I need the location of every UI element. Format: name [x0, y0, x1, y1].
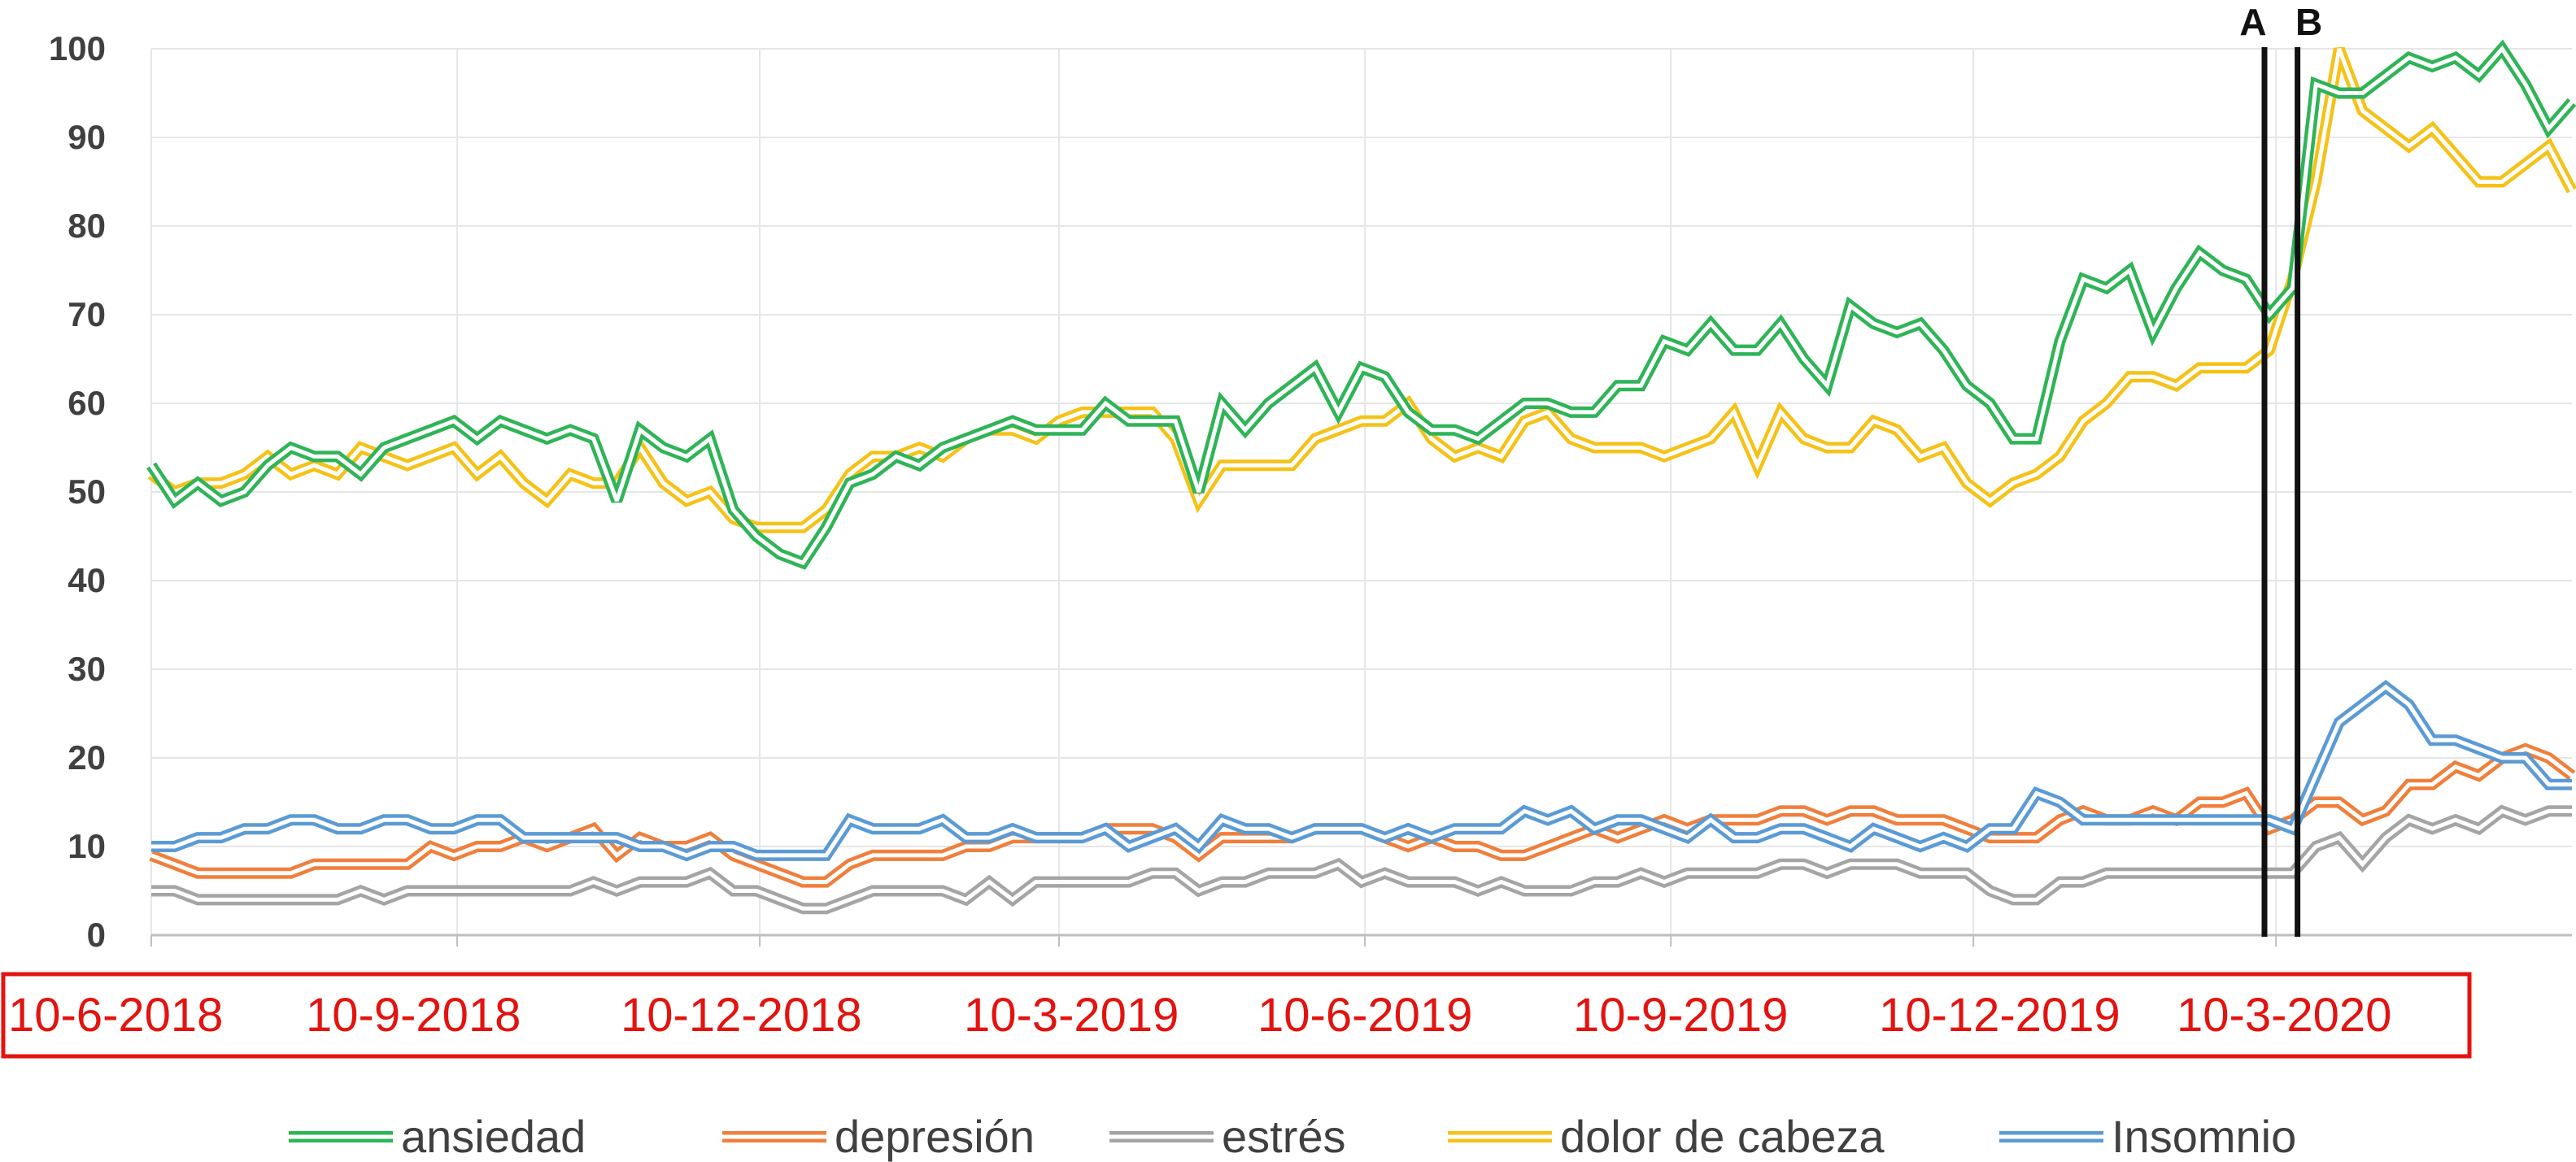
series-line-outer	[146, 39, 2576, 570]
legend-label: depresión	[835, 1111, 1035, 1162]
date-label: 10-3-2019	[964, 989, 1179, 1042]
legend-label: Insomnio	[2112, 1111, 2296, 1162]
legend-item-estrés: estrés	[1109, 1111, 1346, 1162]
y-tick-label: 90	[68, 118, 106, 156]
y-tick-label: 100	[49, 29, 106, 67]
legend-item-insomnio: Insomnio	[1999, 1111, 2296, 1162]
y-tick-label: 10	[68, 827, 106, 865]
y-axis: 0 10 20 30 40 50 60 70 80 90 100	[49, 29, 106, 954]
y-tick-label: 70	[68, 295, 106, 333]
series-line-inner	[151, 808, 2572, 911]
legend-item-ansiedad: ansiedad	[289, 1111, 586, 1162]
legend-item-dolor-de-cabeza: dolor de cabeza	[1448, 1111, 1885, 1162]
legend-label: estrés	[1222, 1111, 1346, 1162]
series-ansiedad	[146, 39, 2576, 570]
legend-item-depresión: depresión	[722, 1111, 1035, 1162]
series-estrés	[151, 804, 2572, 915]
y-tick-label: 30	[68, 650, 106, 688]
date-label: 10-6-2018	[8, 989, 223, 1042]
date-label: 10-12-2018	[621, 989, 862, 1042]
date-label: 10-6-2019	[1257, 989, 1472, 1042]
y-tick-label: 50	[68, 472, 106, 511]
legend-label: ansiedad	[401, 1111, 586, 1162]
y-tick-label: 60	[68, 384, 106, 422]
date-label: 10-9-2018	[306, 989, 521, 1042]
date-labels-box	[1, 972, 2472, 1059]
marker-label-b: B	[2295, 1, 2322, 43]
y-tick-label: 80	[68, 207, 106, 245]
series-insomnio	[151, 679, 2572, 862]
series-line-inner	[149, 45, 2574, 566]
marker-label-a: A	[2239, 1, 2266, 43]
series-line-inner	[151, 684, 2572, 858]
date-labels: 10-6-2018 10-9-2018 10-12-2018 10-3-2019 10-…	[8, 989, 2391, 1042]
series-line-outer	[147, 46, 2576, 533]
y-tick-label: 0	[87, 916, 106, 954]
legend: ansiedad depresión estrés dolor de cabeza In…	[289, 1111, 2296, 1162]
legend-label: dolor de cabeza	[1560, 1111, 1885, 1162]
y-tick-label: 20	[68, 738, 106, 777]
y-tick-label: 40	[68, 561, 106, 599]
date-label: 10-12-2019	[1879, 989, 2121, 1042]
x-axis	[150, 934, 2572, 947]
series-dolor-de-cabeza	[147, 46, 2576, 533]
date-label: 10-9-2019	[1573, 989, 1788, 1042]
series-line-inner	[150, 48, 2574, 530]
series-layer	[146, 39, 2576, 915]
date-label: 10-3-2020	[2177, 989, 2391, 1042]
